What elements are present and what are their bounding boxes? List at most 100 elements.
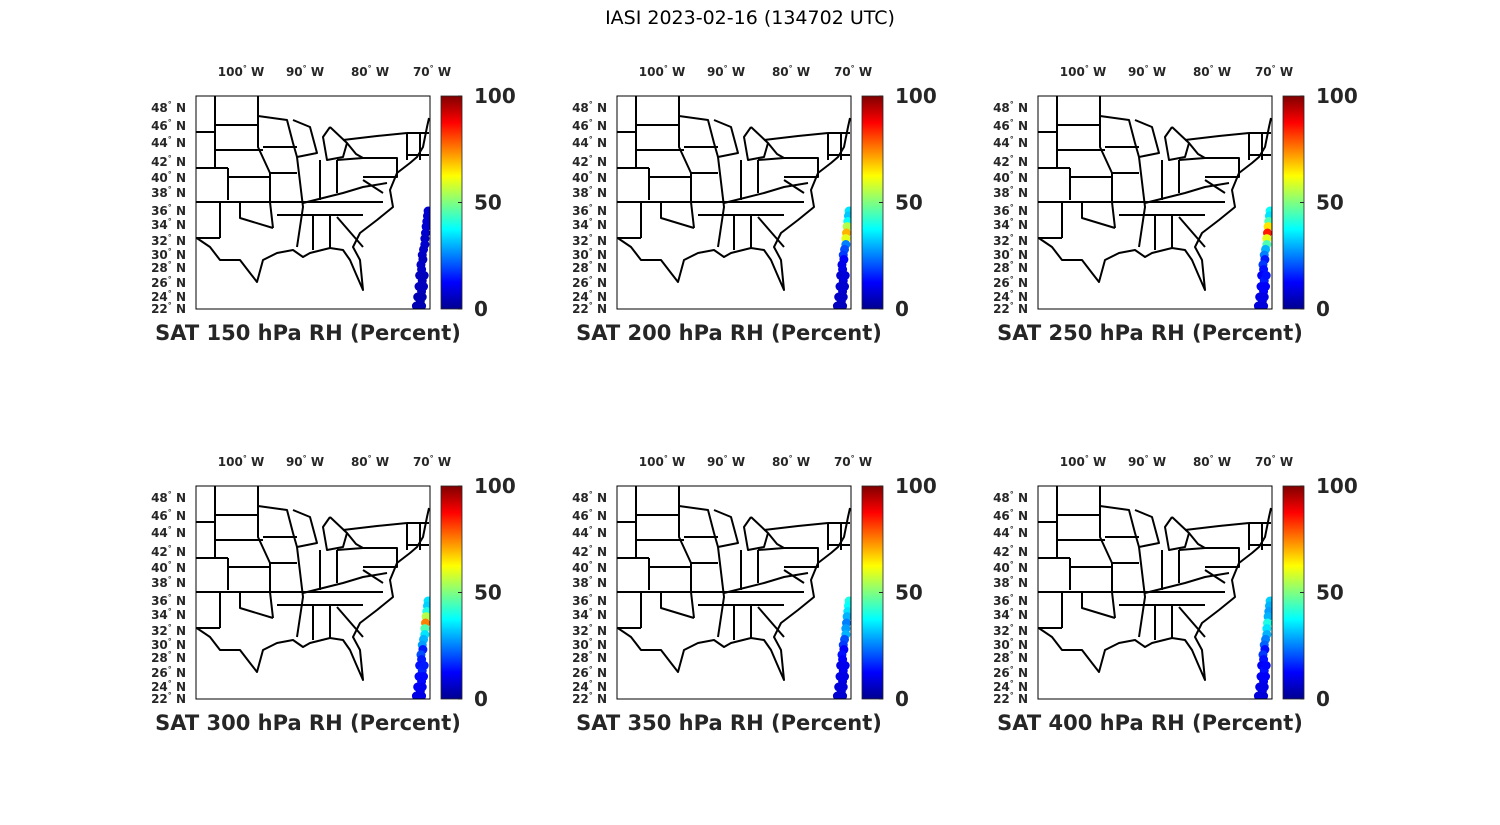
longitude-tick-label: 90° W	[1128, 64, 1166, 79]
latitude-tick-label: 26° N	[151, 665, 186, 680]
rh-observation-point	[838, 301, 848, 309]
colorbar-tick-label: 100	[474, 474, 516, 498]
latitude-tick-label: 24° N	[572, 289, 607, 304]
latitude-tick-label: 40° N	[572, 560, 607, 575]
latitude-tick-label: 42° N	[572, 544, 607, 559]
state-border	[346, 532, 364, 549]
latitude-tick-label: 48° N	[572, 100, 607, 115]
latitude-tick-label: 36° N	[151, 593, 186, 608]
latitude-tick-label: 40° N	[151, 560, 186, 575]
rh-observation-point	[840, 661, 850, 670]
satellite-swath	[1253, 206, 1272, 309]
latitude-tick-label: 22° N	[151, 301, 186, 316]
state-border	[757, 547, 785, 551]
axes-frame	[1037, 485, 1273, 700]
state-border	[783, 569, 805, 584]
latitude-tick-label: 28° N	[151, 650, 186, 665]
state-border	[757, 606, 785, 638]
state-border	[784, 547, 819, 568]
latitude-tick-label: 28° N	[993, 260, 1028, 275]
state-border	[783, 179, 805, 194]
latitude-tick-label: 34° N	[993, 217, 1028, 232]
longitude-tick-label: 70° W	[1255, 64, 1293, 79]
satellite-swath	[411, 206, 430, 309]
rh-observation-point	[838, 682, 848, 692]
latitude-tick-label: 32° N	[993, 623, 1028, 638]
rh-observation-point	[842, 612, 851, 622]
latitude-tick-label: 36° N	[151, 203, 186, 218]
us-state-boundaries	[196, 96, 430, 291]
longitude-tick-label: 100° W	[218, 64, 264, 79]
longitude-tick-label: 100° W	[639, 64, 685, 79]
rh-observation-point	[1259, 301, 1269, 309]
longitude-tick-label: 70° W	[413, 454, 451, 469]
state-border	[767, 142, 785, 159]
state-border	[362, 569, 384, 584]
latitude-tick-label: 38° N	[993, 575, 1028, 590]
longitude-tick-label: 70° W	[834, 64, 872, 79]
latitude-tick-label: 36° N	[572, 593, 607, 608]
colorbar-tick-label: 100	[895, 474, 937, 498]
state-border	[717, 156, 725, 248]
latitude-tick-label: 30° N	[151, 247, 186, 262]
colorbar-tick-label: 100	[1316, 474, 1358, 498]
colorbar-tick-label: 100	[474, 84, 516, 108]
state-border	[1188, 142, 1206, 159]
latitude-tick-label: 40° N	[572, 170, 607, 185]
panel-title: SAT 250 hPa RH (Percent)	[997, 321, 1303, 345]
us-state-boundaries	[196, 486, 430, 681]
latitude-tick-label: 30° N	[572, 637, 607, 652]
latitude-tick-label: 42° N	[572, 154, 607, 169]
latitude-tick-label: 30° N	[993, 247, 1028, 262]
longitude-tick-label: 90° W	[707, 454, 745, 469]
state-border	[723, 572, 809, 594]
latitude-tick-label: 40° N	[993, 170, 1028, 185]
state-border	[660, 593, 695, 619]
axes-frame	[195, 485, 431, 700]
longitude-tick-label: 100° W	[1060, 454, 1106, 469]
rh-observation-point	[1259, 292, 1269, 302]
colorbar-tick-label: 50	[474, 581, 502, 605]
map-panel: 100° W 90° W 80° W 70° W 48° N 46° N 44° N 42° …	[572, 64, 937, 345]
state-border	[1184, 522, 1250, 531]
figure-title: IASI 2023-02-16 (134702 UTC)	[605, 7, 895, 29]
latitude-tick-label: 42° N	[151, 154, 186, 169]
latitude-tick-label: 26° N	[993, 665, 1028, 680]
rh-observation-point	[840, 282, 850, 291]
coastline	[196, 117, 430, 291]
state-border	[757, 157, 785, 161]
colorbar-tick-label: 0	[1316, 297, 1330, 321]
latitude-tick-label: 32° N	[151, 623, 186, 638]
longitude-tick-label: 70° W	[834, 454, 872, 469]
longitude-tick-label: 100° W	[639, 454, 685, 469]
longitude-tick-label: 80° W	[1193, 454, 1231, 469]
longitude-tick-label: 80° W	[772, 454, 810, 469]
latitude-tick-label: 22° N	[572, 691, 607, 706]
state-border	[1178, 606, 1206, 638]
latitude-tick-label: 24° N	[151, 679, 186, 694]
longitude-tick-label: 90° W	[1128, 454, 1166, 469]
rh-observation-point	[421, 222, 430, 232]
state-border	[767, 532, 785, 549]
latitude-tick-label: 34° N	[572, 217, 607, 232]
latitude-tick-label: 28° N	[572, 260, 607, 275]
latitude-tick-label: 48° N	[993, 490, 1028, 505]
colorbar-tick-label: 50	[895, 581, 923, 605]
state-border	[342, 132, 408, 141]
rh-observation-point	[417, 691, 427, 699]
longitude-tick-label: 100° W	[218, 454, 264, 469]
rh-observation-point	[419, 661, 429, 670]
colorbar-tick-label: 0	[474, 687, 488, 711]
latitude-tick-label: 22° N	[993, 301, 1028, 316]
state-border	[346, 142, 364, 159]
latitude-tick-label: 48° N	[993, 100, 1028, 115]
state-border	[302, 182, 388, 204]
rh-observation-point	[1263, 222, 1272, 232]
latitude-tick-label: 28° N	[993, 650, 1028, 665]
satellite-swath	[832, 206, 851, 309]
rh-observation-point	[421, 612, 430, 622]
longitude-tick-label: 90° W	[286, 454, 324, 469]
latitude-tick-label: 38° N	[572, 185, 607, 200]
